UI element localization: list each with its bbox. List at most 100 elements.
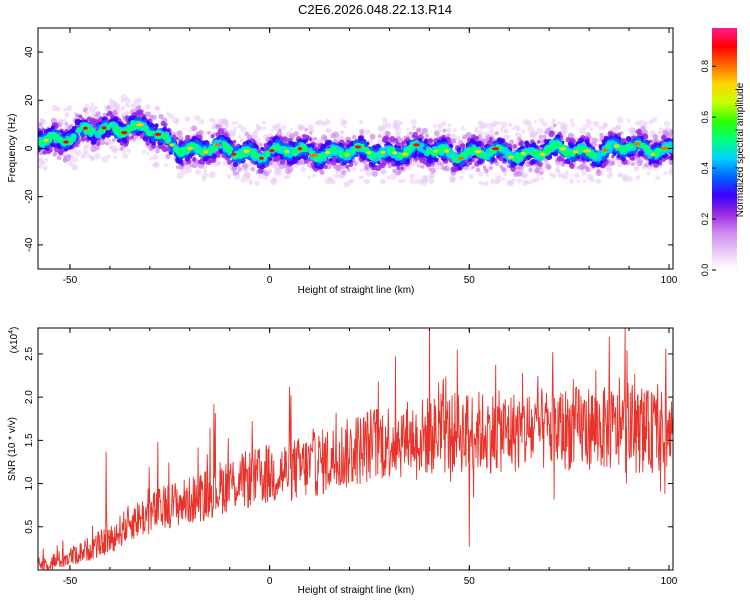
spectrogram-cell [548, 172, 553, 177]
spectrogram-cell [38, 165, 43, 169]
spectrogram-cell [577, 155, 581, 160]
spectrogram-cell [450, 153, 455, 158]
spectrogram-cell [64, 121, 69, 126]
spectrogram-cell [390, 173, 397, 181]
spectrogram-cell [343, 181, 350, 188]
spectrogram-cell [646, 171, 651, 176]
spectrogram-cell [248, 179, 254, 184]
spectrogram-cell [262, 120, 266, 125]
spectrogram-cell [554, 166, 561, 173]
spectrogram-cell [488, 165, 494, 171]
spectrogram-cell [119, 147, 124, 151]
spectrogram-cell [156, 105, 160, 109]
spectrogram-cell [347, 179, 354, 185]
spectrogram-cell [226, 174, 232, 179]
spectrogram-cell [105, 141, 109, 146]
spectrogram-cell [106, 112, 110, 117]
spectrogram-cell [616, 116, 624, 124]
spectrogram-cell [197, 159, 202, 164]
spectrogram-cell [96, 141, 101, 147]
spectrogram-cell [276, 122, 282, 128]
spectrogram-cell [508, 180, 512, 185]
spectrogram-cell [234, 120, 239, 125]
spectrogram-cell [268, 168, 273, 173]
spectrogram-cell [524, 140, 530, 146]
spectrogram-cell [176, 172, 184, 180]
spectrogram-cell [214, 163, 218, 167]
spectrogram-cell [459, 175, 464, 180]
spectrogram-cell [485, 172, 490, 177]
spectrogram-cell [152, 154, 159, 160]
spectrogram-cell [65, 112, 70, 116]
spectrogram-cell [626, 175, 633, 183]
spectrogram-cell [209, 170, 216, 178]
spectrogram-cell [175, 118, 180, 123]
spectrogram-cell [72, 134, 76, 138]
spectrogram-cell [518, 141, 523, 147]
spectrogram-cell [398, 137, 403, 143]
spectrogram-cell [232, 139, 237, 144]
spectrogram-cell [191, 125, 198, 132]
spectrogram-cell [397, 170, 402, 175]
spectrogram-cell [483, 168, 489, 174]
spectrogram-cell [184, 156, 190, 162]
spectrogram-cell [323, 164, 328, 170]
spectrogram-cell [544, 139, 549, 145]
spectrogram-cell [53, 122, 59, 128]
spectrogram-cell [71, 156, 79, 163]
spectrogram-cell [442, 166, 448, 171]
spectrogram-cell [191, 152, 195, 157]
spectrogram-cell [161, 146, 168, 153]
spectrogram-cell [309, 147, 313, 151]
spectrogram-cell [300, 165, 307, 173]
spectrogram-cell [581, 170, 587, 176]
spectrogram-cell [237, 166, 243, 172]
spectrogram-cell [452, 128, 457, 133]
spectrogram-cell [206, 130, 212, 135]
spectrogram-cell [400, 166, 404, 171]
spectrogram-cell [364, 166, 369, 171]
spectrogram-cell [84, 103, 90, 109]
spectrogram-cell [394, 160, 401, 167]
spectrogram-cell [551, 118, 556, 123]
spectrogram-cell [383, 135, 390, 141]
spectrogram-cell [510, 161, 517, 168]
spectrogram-cell [83, 144, 89, 150]
spectrogram-cell [456, 147, 462, 153]
spectrogram-cell [346, 168, 351, 172]
spectrogram-cell [459, 160, 466, 166]
spectrogram-cell [99, 139, 106, 146]
spectrogram-cell [440, 162, 444, 167]
spectrogram-cell [630, 129, 635, 133]
spectrogram-cell [184, 116, 191, 122]
spectrogram-cell [365, 169, 373, 177]
spectrogram-cell [321, 135, 327, 141]
spectrogram-cell [144, 104, 151, 111]
spectrogram-cell [38, 130, 43, 137]
spectrogram-cell [191, 162, 198, 169]
spectrogram-cell [102, 112, 107, 117]
spectrogram-cell [595, 170, 602, 176]
spectrogram-cell [191, 157, 197, 163]
spectrogram-cell [622, 173, 629, 180]
spectrogram-cell [195, 169, 201, 175]
spectrogram-cell [111, 137, 116, 142]
spectrogram-cell [483, 181, 489, 187]
spectrogram-cell [510, 166, 516, 172]
spectrogram-cell [309, 131, 313, 135]
spectrogram-cell [263, 170, 270, 177]
spectrogram-cell [592, 120, 600, 128]
spectrogram-cell [400, 178, 406, 183]
spectrogram-cell [617, 140, 622, 144]
spectrogram-cell [121, 149, 126, 154]
spectrogram-cell [309, 137, 313, 142]
spectrogram-cell [285, 174, 291, 180]
spectrogram-cell [73, 166, 78, 171]
spectrogram-cell [106, 105, 111, 110]
spectrogram-cell [657, 131, 661, 135]
spectrogram-cell [279, 137, 284, 142]
spectrogram-cell [517, 136, 522, 142]
spectrogram-cell [359, 129, 365, 135]
spectrogram-cell [312, 173, 316, 178]
spectrogram-cell [414, 178, 420, 185]
